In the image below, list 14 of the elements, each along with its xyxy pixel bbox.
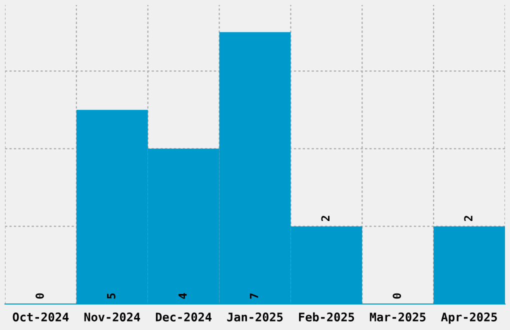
- data-label: 4: [178, 293, 187, 299]
- x-tick-label: Nov-2024: [84, 312, 140, 322]
- data-label: 0: [36, 293, 44, 299]
- x-tick-label: Feb-2025: [299, 312, 354, 322]
- x-tick-label: Apr-2025: [441, 312, 497, 324]
- data-label: 2: [464, 216, 472, 222]
- x-tick-label: Oct-2024: [12, 312, 69, 322]
- x-tick-label: Dec-2024: [156, 312, 212, 322]
- x-tick-label: Mar-2025: [370, 312, 426, 322]
- x-tick-label: Jan-2025: [227, 312, 283, 322]
- data-label: 0: [392, 293, 402, 299]
- data-label: 2: [321, 216, 330, 222]
- data-label: 7: [250, 293, 258, 299]
- data-label: 5: [107, 293, 116, 299]
